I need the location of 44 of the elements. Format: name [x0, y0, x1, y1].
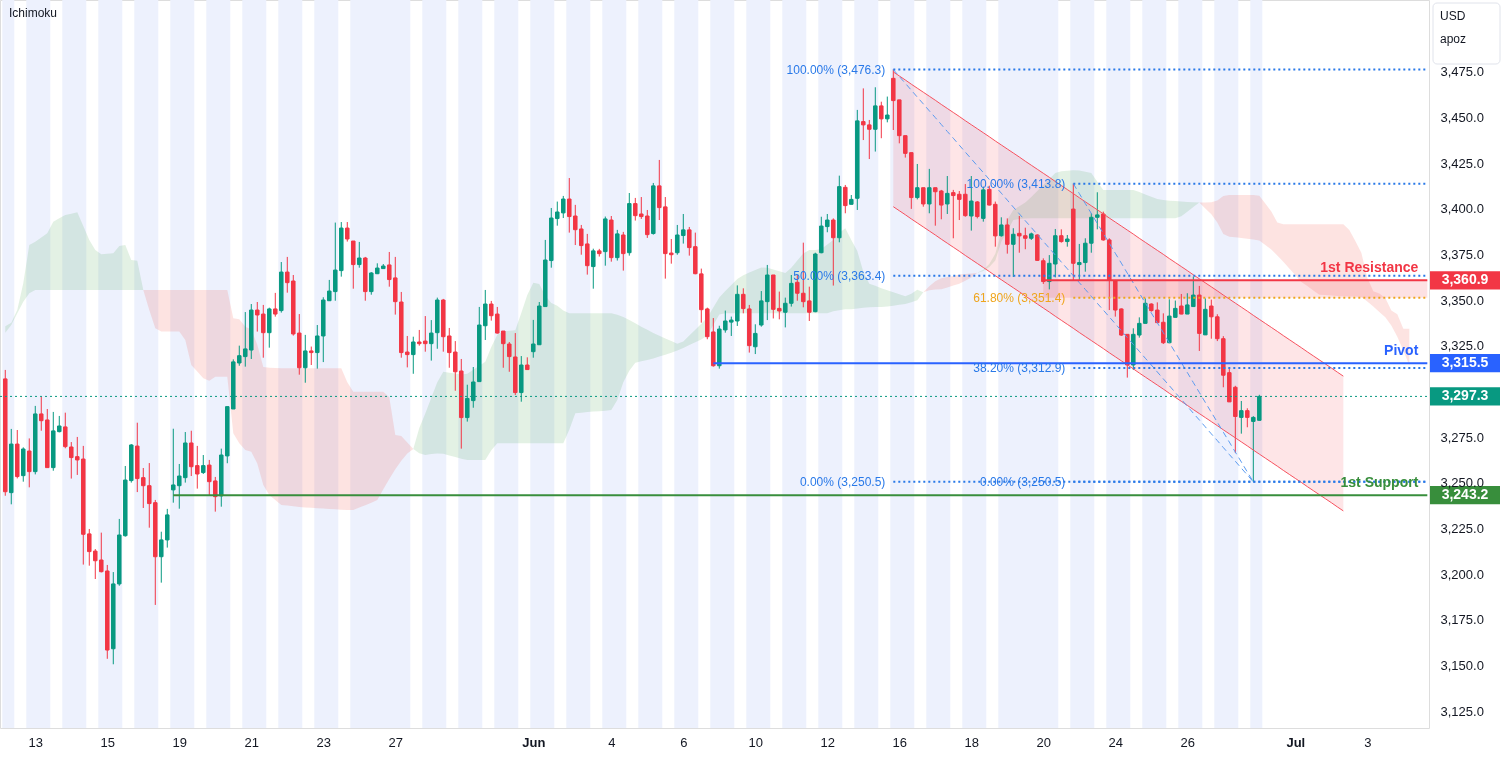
data-label: 3,360.9 [1441, 271, 1489, 288]
x-tick-label: 27 [388, 734, 404, 750]
data-label: 3,315.5 [1441, 354, 1489, 371]
y-tick-label: 3,200.0 [1440, 566, 1484, 582]
y-tick-label: 3,475.0 [1440, 64, 1484, 80]
x-tick-label: 19 [172, 734, 188, 750]
x-tick-label: 15 [100, 734, 116, 750]
x-tick-label: 13 [28, 734, 44, 750]
series-label: 1st Resistance [1320, 259, 1419, 276]
x-tick-label: 21 [244, 734, 260, 750]
y-tick-label: 3,400.0 [1440, 201, 1484, 217]
y-tick-label: 3,325.0 [1440, 338, 1484, 354]
x-tick-label: 12 [820, 734, 836, 750]
y-tick-label: 3,150.0 [1440, 657, 1484, 673]
series-label: Pivot [1384, 342, 1419, 359]
x-tick-label: 24 [1108, 734, 1124, 750]
y-tick-label: 3,450.0 [1440, 110, 1484, 126]
x-tick-label: 10 [748, 734, 764, 750]
series-label: 38.20% (3,312.9) [973, 360, 1066, 375]
y-tick-label: 3,125.0 [1440, 703, 1484, 719]
text: apoz [1440, 32, 1467, 46]
ref-line-label: 3,297.3 [1441, 387, 1489, 404]
y-tick-label: 3,275.0 [1440, 429, 1484, 445]
x-tick-label: 6 [680, 734, 688, 750]
text: USD [1440, 9, 1466, 23]
y-tick-label: 3,375.0 [1440, 247, 1484, 263]
series-label: 100.00% (3,476.3) [786, 62, 886, 77]
x-tick-label: Jul [1286, 734, 1306, 750]
y-tick-label: 3,225.0 [1440, 520, 1484, 536]
y-tick-label: 3,175.0 [1440, 612, 1484, 628]
annotation: Ichimoku [9, 6, 58, 20]
x-tick-label: 23 [316, 734, 332, 750]
x-tick-label: Jun [522, 734, 546, 750]
x-tick-label: 18 [964, 734, 980, 750]
x-tick-label: 16 [892, 734, 908, 750]
series-label: 61.80% (3,351.4) [973, 290, 1066, 305]
y-tick-label: 3,425.0 [1440, 155, 1484, 171]
series-label: 0.00% (3,250.5) [979, 474, 1066, 489]
x-tick-label: 3 [1364, 734, 1372, 750]
x-tick-label: 26 [1180, 734, 1196, 750]
y-tick-label: 3,350.0 [1440, 292, 1484, 308]
x-tick-label: 4 [608, 734, 616, 750]
x-tick-label: 20 [1036, 734, 1052, 750]
series-label: 0.00% (3,250.5) [799, 474, 886, 489]
